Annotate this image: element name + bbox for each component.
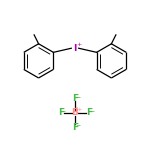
Text: +: + <box>76 42 82 48</box>
Text: F: F <box>58 108 64 117</box>
Text: −: − <box>89 109 94 114</box>
Text: −: − <box>60 109 66 114</box>
Text: F: F <box>72 123 78 132</box>
Text: −: − <box>75 123 80 128</box>
Text: B: B <box>72 108 78 117</box>
Text: −: − <box>75 94 80 99</box>
Text: F: F <box>86 108 92 117</box>
Text: 3+: 3+ <box>75 107 83 112</box>
Text: I: I <box>73 44 77 53</box>
Text: F: F <box>72 94 78 103</box>
